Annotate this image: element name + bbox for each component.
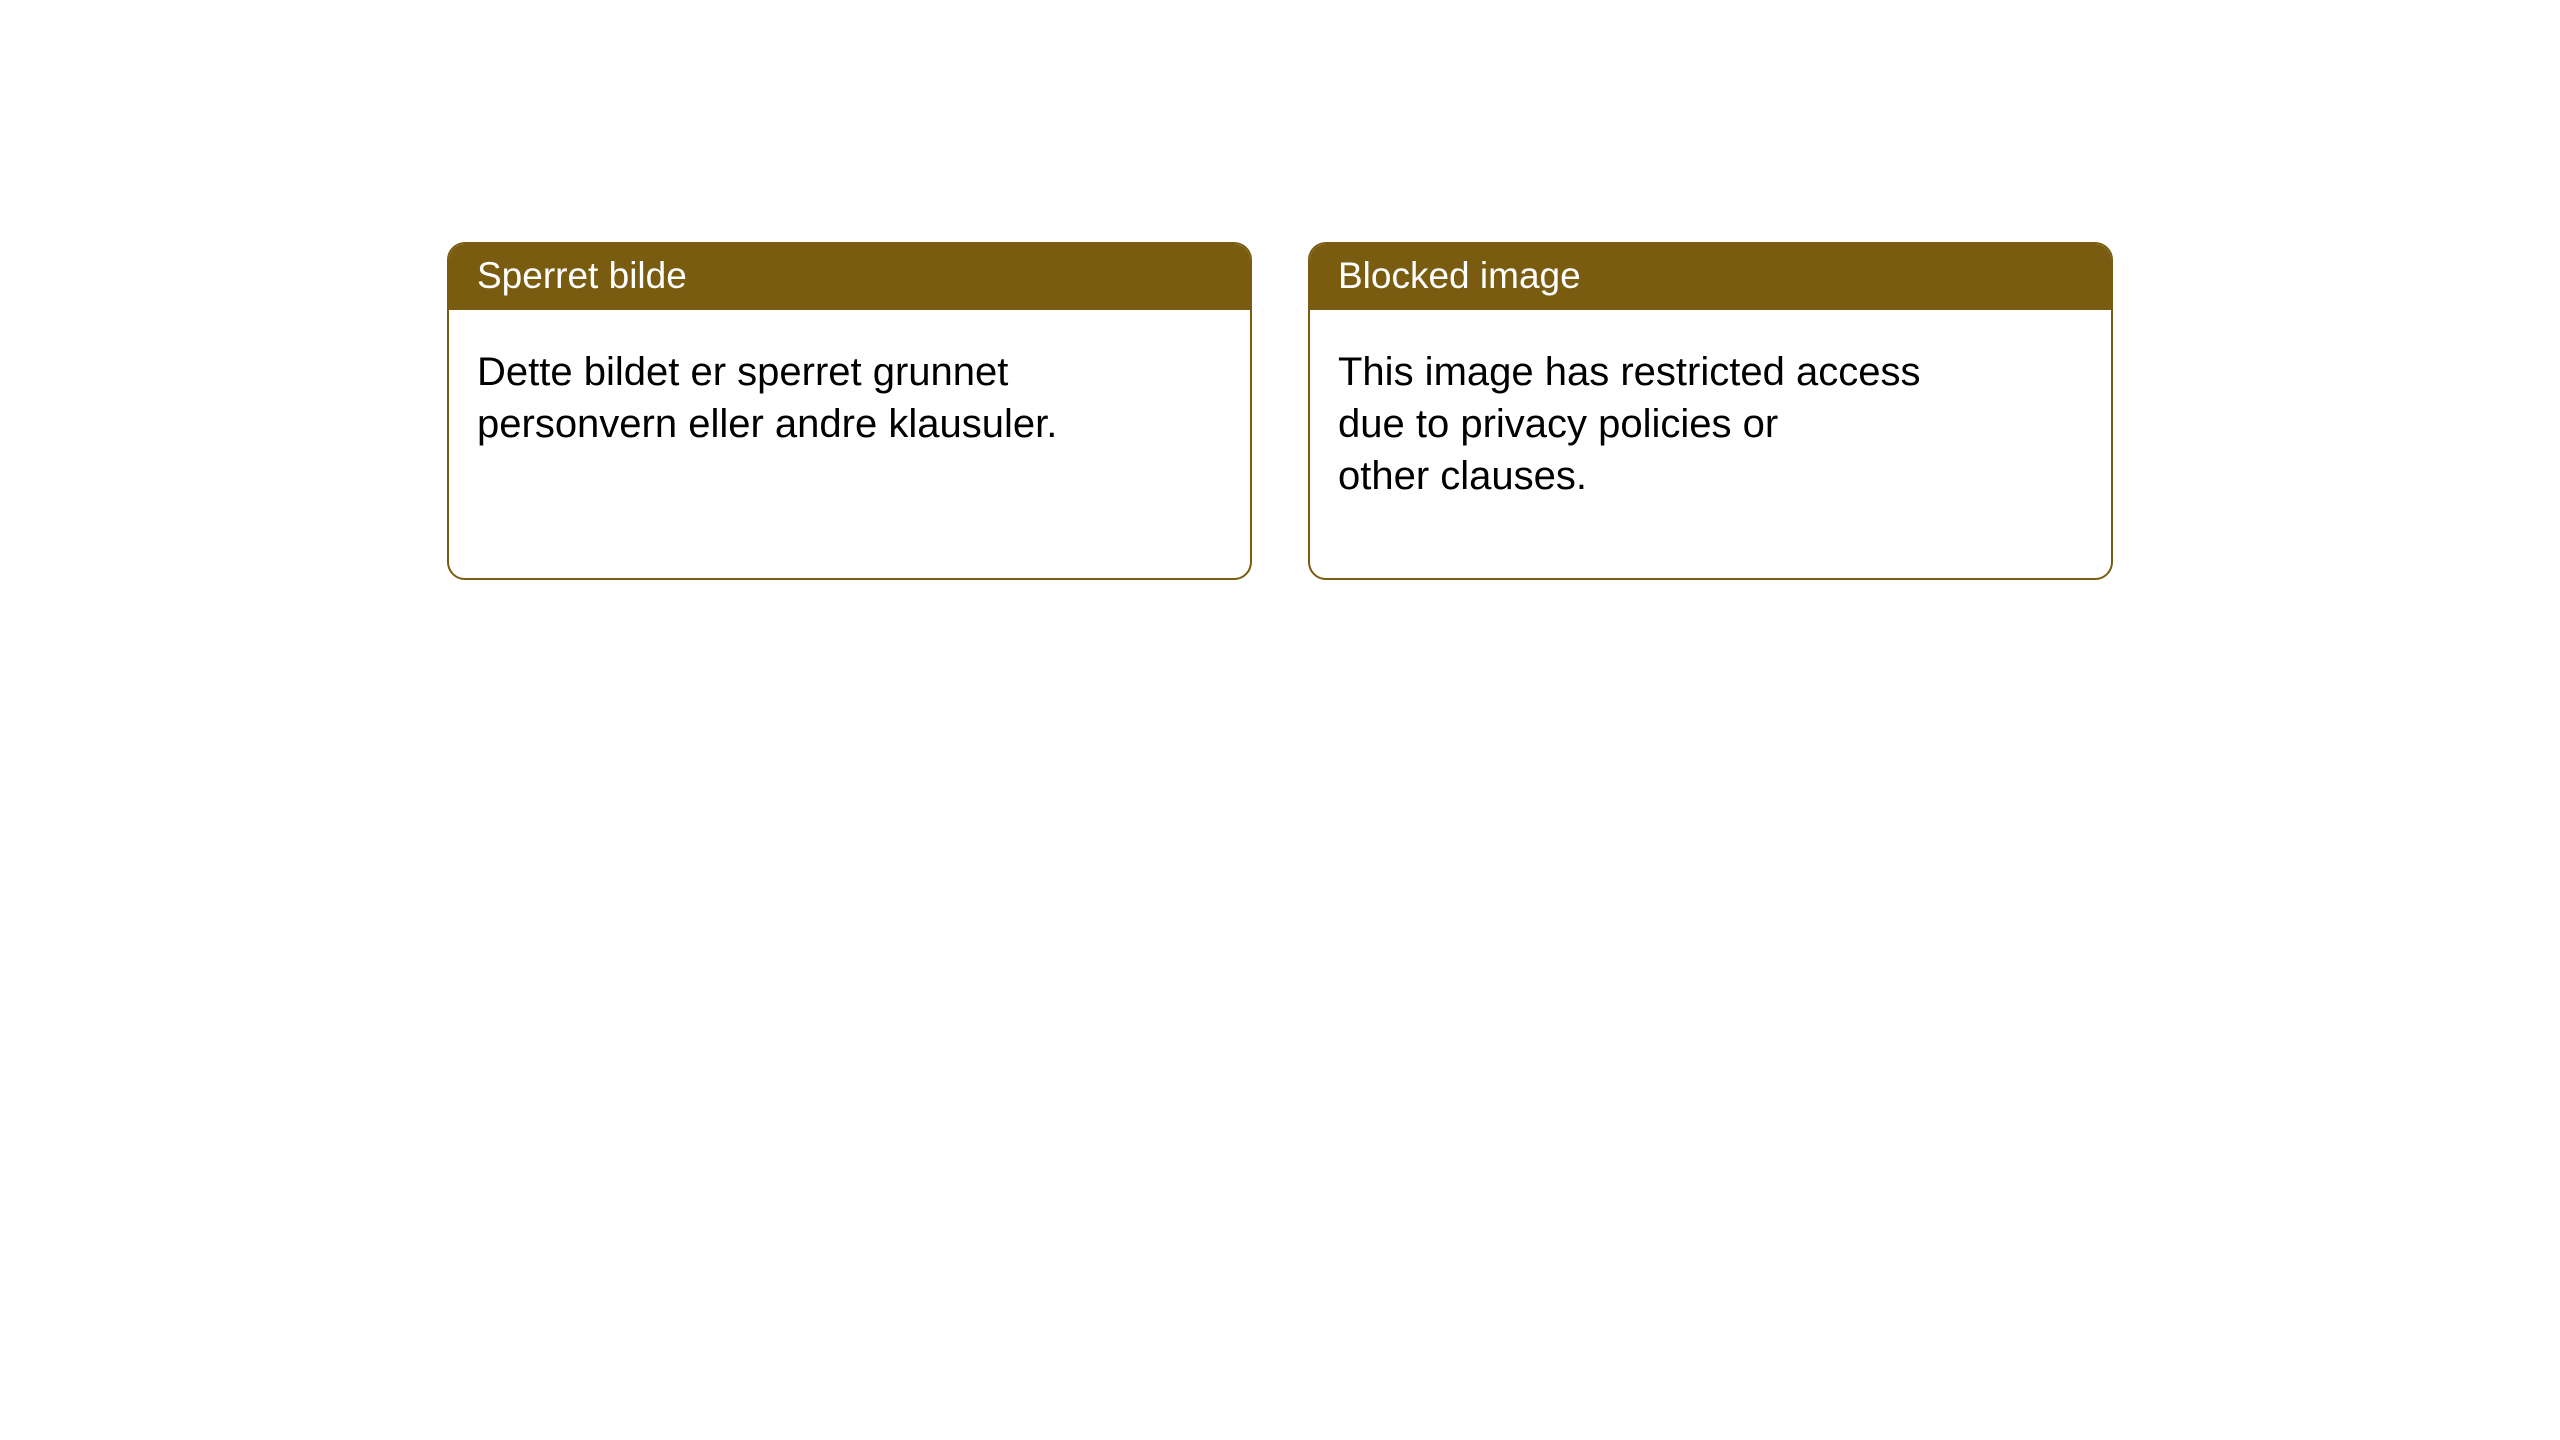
notice-header-english: Blocked image <box>1310 244 2111 310</box>
notice-body-norwegian: Dette bildet er sperret grunnet personve… <box>449 310 1149 478</box>
notice-body-english: This image has restricted access due to … <box>1310 310 2010 530</box>
notice-header-norwegian: Sperret bilde <box>449 244 1250 310</box>
notice-card-norwegian: Sperret bilde Dette bildet er sperret gr… <box>447 242 1252 580</box>
notice-container: Sperret bilde Dette bildet er sperret gr… <box>447 242 2113 580</box>
notice-card-english: Blocked image This image has restricted … <box>1308 242 2113 580</box>
